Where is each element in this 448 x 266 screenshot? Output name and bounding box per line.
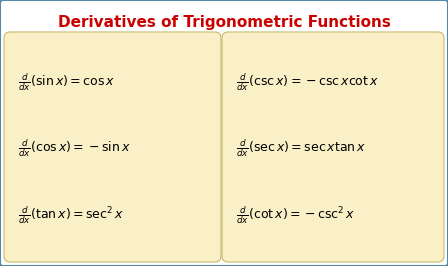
FancyBboxPatch shape <box>4 32 221 262</box>
Text: Derivatives of Trigonometric Functions: Derivatives of Trigonometric Functions <box>57 15 391 30</box>
Text: $\frac{d}{dx}(\tan x) = \sec^{2} x$: $\frac{d}{dx}(\tan x) = \sec^{2} x$ <box>18 204 124 226</box>
Text: $\frac{d}{dx}(\cot x) = -\csc^{2} x$: $\frac{d}{dx}(\cot x) = -\csc^{2} x$ <box>236 204 355 226</box>
Text: $\frac{d}{dx}(\cos x) = -\sin x$: $\frac{d}{dx}(\cos x) = -\sin x$ <box>18 137 131 159</box>
Text: $\frac{d}{dx}(\sin x) = \cos x$: $\frac{d}{dx}(\sin x) = \cos x$ <box>18 71 115 93</box>
Text: $\frac{d}{dx}(\csc x) = -\csc x\cot x$: $\frac{d}{dx}(\csc x) = -\csc x\cot x$ <box>236 71 379 93</box>
FancyBboxPatch shape <box>222 32 444 262</box>
Text: $\frac{d}{dx}(\sec x) = \sec x\tan x$: $\frac{d}{dx}(\sec x) = \sec x\tan x$ <box>236 137 366 159</box>
